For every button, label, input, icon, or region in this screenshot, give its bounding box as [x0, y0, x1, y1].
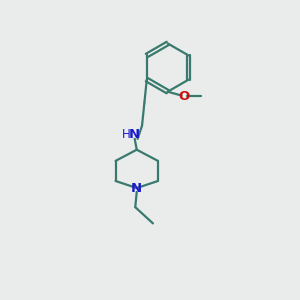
Text: O: O — [178, 90, 190, 103]
Text: H: H — [122, 128, 131, 142]
Text: N: N — [129, 128, 140, 142]
Text: N: N — [131, 182, 142, 194]
